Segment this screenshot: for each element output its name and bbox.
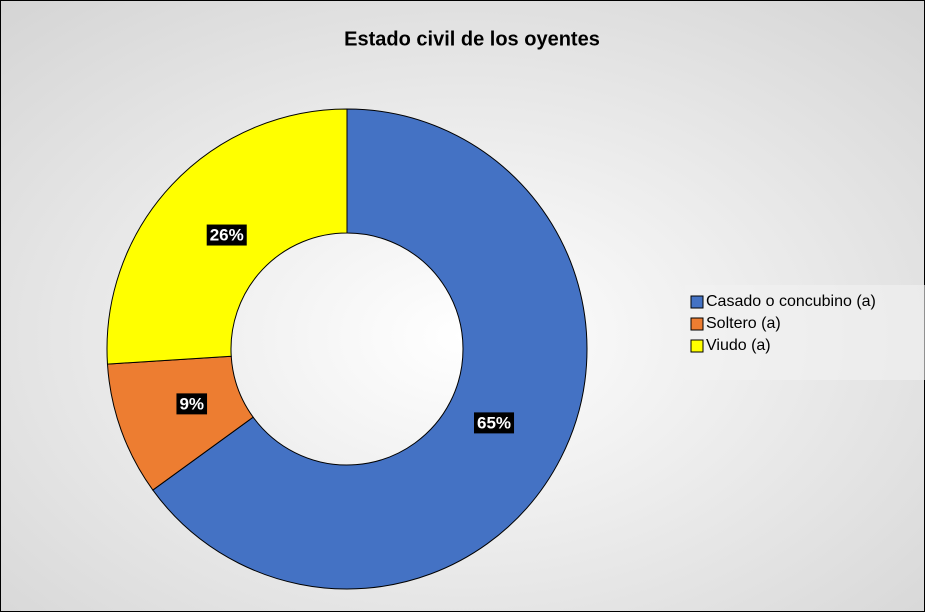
donut-slice — [152, 108, 588, 590]
data-label: 26% — [210, 226, 244, 245]
data-label: 9% — [179, 394, 204, 413]
legend-swatch — [690, 339, 704, 353]
legend-label: Soltero (a) — [706, 315, 781, 332]
data-label: 65% — [477, 413, 511, 432]
data-label-box — [206, 224, 247, 246]
data-label-box — [474, 412, 515, 434]
chart-title: Estado civil de los oyentes — [344, 28, 600, 50]
legend-swatch — [690, 295, 704, 309]
data-label-box — [176, 393, 208, 415]
legend-swatch — [690, 317, 704, 331]
legend-background — [685, 285, 925, 380]
legend-label: Viudo (a) — [706, 337, 771, 354]
legend-label: Casado o concubino (a) — [706, 293, 876, 310]
